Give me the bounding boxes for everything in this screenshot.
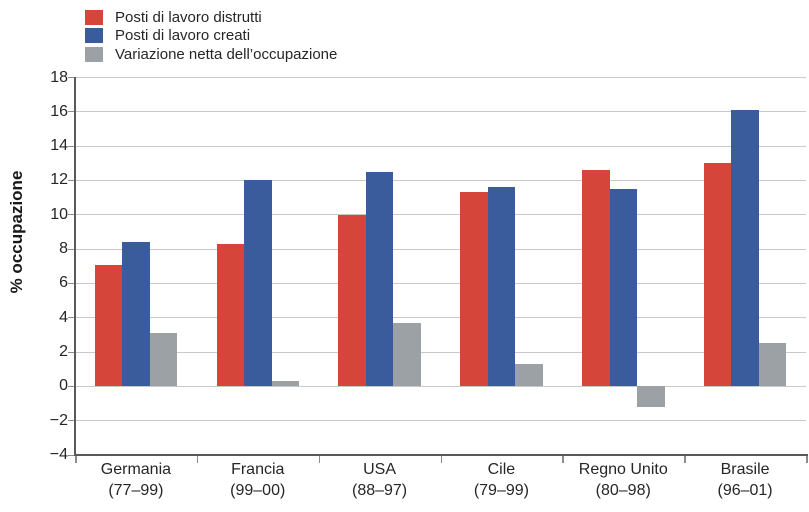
category-name: Brasile bbox=[720, 461, 770, 478]
category-period: (80–98) bbox=[595, 482, 651, 499]
gridline bbox=[75, 214, 806, 216]
y-tick-mark bbox=[68, 282, 74, 284]
y-tick-label: 10 bbox=[50, 205, 68, 223]
y-tick-label: 12 bbox=[50, 171, 68, 189]
gridline bbox=[75, 248, 806, 250]
bar bbox=[758, 343, 787, 387]
y-tick-label: 16 bbox=[50, 102, 68, 120]
x-tick-mark bbox=[75, 455, 77, 463]
bar bbox=[515, 364, 543, 387]
bar bbox=[582, 170, 610, 387]
y-tick-mark bbox=[68, 420, 74, 422]
y-tick-label: 18 bbox=[50, 68, 68, 86]
gridline bbox=[75, 351, 806, 353]
bar bbox=[393, 322, 421, 387]
y-tick-mark bbox=[68, 214, 74, 216]
x-tick-mark bbox=[440, 455, 442, 463]
category-period: (96–01) bbox=[717, 482, 773, 499]
gridline bbox=[75, 385, 806, 387]
gridline bbox=[75, 77, 806, 78]
gridline bbox=[75, 179, 806, 181]
y-tick-label: 6 bbox=[59, 274, 68, 292]
x-tick-mark bbox=[562, 455, 564, 463]
legend-swatch bbox=[85, 28, 103, 43]
y-tick-mark bbox=[68, 317, 74, 319]
y-tick-label: −4 bbox=[49, 446, 68, 463]
gridline bbox=[75, 420, 806, 422]
bar bbox=[244, 180, 272, 387]
x-category-label: Cile (79–99) bbox=[441, 459, 563, 501]
x-tick-mark bbox=[806, 455, 808, 463]
y-tick-mark bbox=[68, 77, 74, 78]
y-tick-label: 14 bbox=[50, 137, 68, 155]
y-axis-line bbox=[74, 77, 76, 456]
x-category-label: Brasile (96–01) bbox=[684, 459, 806, 501]
y-tick-mark bbox=[68, 351, 74, 353]
bar bbox=[271, 381, 299, 387]
legend-item: Variazione netta dell’occupazione bbox=[85, 45, 338, 63]
y-tick-mark bbox=[68, 179, 74, 181]
bar bbox=[637, 386, 665, 407]
legend-item: Posti di lavoro distrutti bbox=[85, 8, 337, 26]
bar bbox=[365, 171, 394, 387]
legend-label: Variazione netta dell’occupazione bbox=[115, 45, 338, 63]
category-name: USA bbox=[363, 461, 397, 478]
y-tick-label: 4 bbox=[59, 308, 68, 326]
x-category-label: Francia (99–00) bbox=[197, 459, 319, 501]
legend-label: Posti di lavoro creati bbox=[115, 27, 251, 44]
x-category-label: Regno Unito (80–98) bbox=[562, 459, 684, 501]
category-name: Regno Unito bbox=[578, 461, 668, 478]
bar bbox=[460, 192, 488, 387]
y-tick-mark bbox=[68, 454, 74, 456]
x-tick-mark bbox=[684, 455, 686, 463]
bar bbox=[487, 187, 516, 387]
bar bbox=[149, 333, 178, 387]
bar bbox=[122, 242, 150, 387]
gridline bbox=[75, 317, 806, 319]
legend-label: Posti di lavoro distrutti bbox=[115, 8, 262, 26]
bar bbox=[338, 214, 366, 387]
x-category-label: Germania (77–99) bbox=[75, 459, 197, 501]
x-tick-mark bbox=[196, 455, 199, 463]
gridline bbox=[75, 111, 806, 113]
legend-swatch bbox=[85, 9, 103, 25]
gridline bbox=[75, 145, 806, 147]
bar bbox=[731, 110, 759, 387]
bar bbox=[609, 189, 637, 387]
y-tick-mark bbox=[68, 248, 74, 250]
bar bbox=[94, 264, 123, 387]
x-axis-line bbox=[75, 454, 808, 456]
y-tick-mark bbox=[68, 145, 74, 147]
legend-item: Posti di lavoro creati bbox=[85, 27, 337, 44]
category-period: (88–97) bbox=[351, 482, 408, 499]
y-tick-label: 2 bbox=[59, 343, 68, 361]
bar bbox=[703, 163, 732, 387]
bar bbox=[216, 243, 244, 387]
y-tick-mark bbox=[68, 385, 74, 387]
category-name: Francia bbox=[231, 461, 285, 478]
gridline bbox=[75, 282, 806, 284]
x-tick-mark bbox=[318, 455, 321, 463]
legend-swatch bbox=[85, 46, 103, 62]
y-tick-label: 8 bbox=[59, 240, 68, 258]
category-period: (79–99) bbox=[473, 482, 529, 499]
category-period: (77–99) bbox=[108, 482, 164, 499]
category-name: Germania bbox=[100, 461, 172, 478]
legend: Posti di lavoro distrutti Posti di lavoro… bbox=[85, 8, 338, 63]
y-tick-mark bbox=[68, 111, 74, 113]
x-category-label: USA (88–97) bbox=[319, 459, 441, 501]
category-name: Cile bbox=[487, 461, 516, 478]
y-tick-label: 0 bbox=[59, 377, 68, 395]
category-period: (99–00) bbox=[230, 482, 286, 499]
y-tick-label: −2 bbox=[49, 411, 68, 429]
